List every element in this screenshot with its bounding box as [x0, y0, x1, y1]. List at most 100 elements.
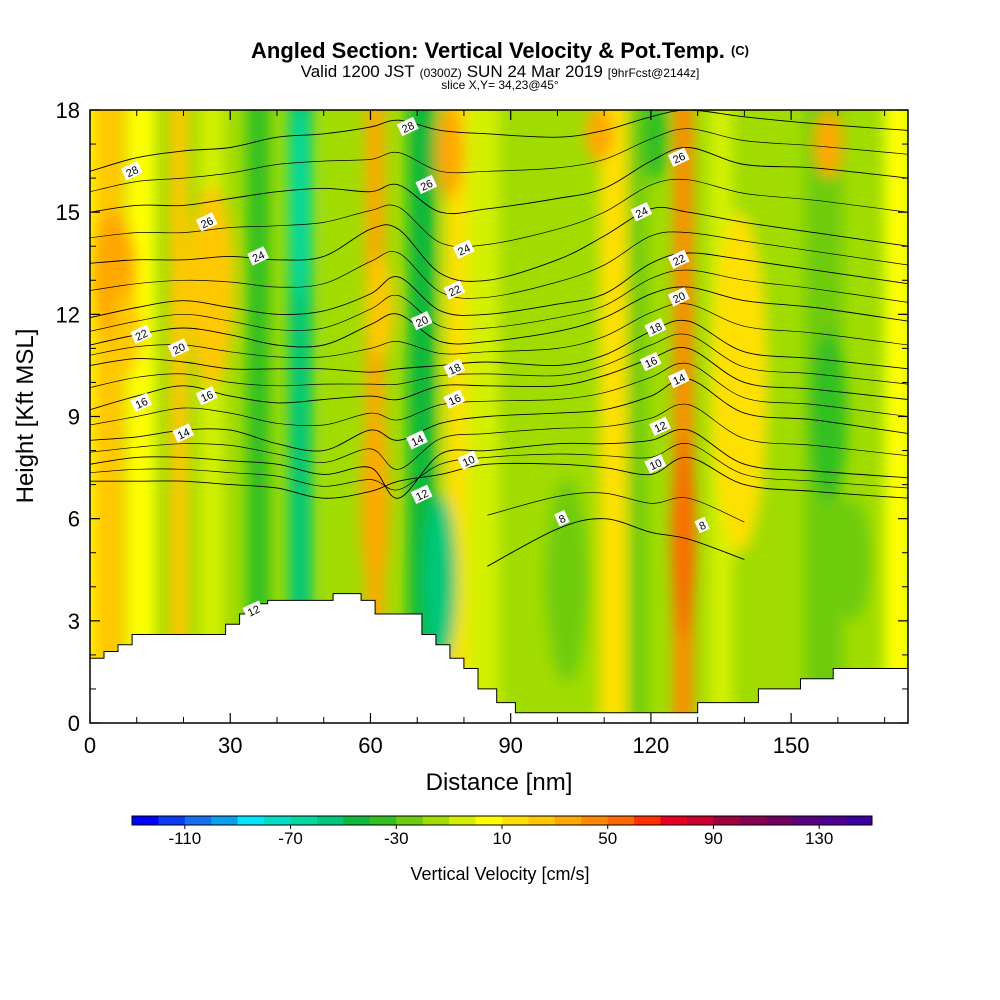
y-tick-label: 9 [68, 405, 80, 430]
isentrope-22 [90, 252, 908, 319]
isentrope-26 [90, 147, 908, 215]
contour-label-bg [247, 246, 269, 266]
contour-label-bg [172, 423, 195, 443]
contour-label-text: 8 [557, 513, 568, 526]
y-tick-label: 3 [68, 609, 80, 634]
contour-label-bg [694, 516, 710, 534]
chart-title: Angled Section: Vertical Velocity & Pot.… [251, 38, 749, 63]
isentrope-minor [90, 303, 908, 359]
contour-label-text: 16 [134, 396, 150, 412]
colorbar-tick-label: 10 [493, 829, 512, 848]
contour-label-text: 10 [461, 454, 477, 470]
x-tick-label: 0 [84, 733, 96, 758]
contour-label-bg [130, 392, 153, 413]
contour-label-bg [195, 212, 218, 232]
velocity-patch-6 [424, 494, 457, 666]
terrain [90, 593, 908, 723]
contour-label-25: 16 [639, 351, 662, 372]
contour-label-text: 20 [671, 290, 687, 306]
contour-label-bg [443, 389, 466, 409]
velocity-column-2 [127, 110, 156, 723]
velocity-column-7 [328, 110, 348, 723]
contour-label-bg [195, 385, 218, 406]
colorbar-swatch-8 [343, 816, 371, 825]
x-tick-label: 30 [218, 733, 242, 758]
contour-label-text: 28 [400, 120, 416, 136]
contour-label-bg [406, 430, 428, 450]
contour-label-text: 14 [671, 372, 687, 388]
colorbar-swatch-25 [792, 816, 820, 825]
contour-label-bg [130, 324, 153, 345]
colorbar-swatch-0 [132, 816, 159, 825]
contour-label-13: 20 [410, 310, 433, 331]
velocity-column-18 [884, 110, 908, 723]
contour-label-bg [443, 358, 466, 379]
velocity-patch-5 [365, 256, 394, 359]
velocity-patch-14 [833, 498, 871, 621]
colorbar-tick-label: 90 [704, 829, 723, 848]
colorbar-swatch-15 [528, 816, 556, 825]
contour-label-bg [667, 368, 690, 389]
contour-label-text: 24 [634, 205, 650, 221]
contour-label-1: 26 [195, 212, 218, 232]
contour-label-bg [630, 202, 653, 222]
colorbar-tick-label: 50 [598, 829, 617, 848]
contour-label-text: 14 [176, 426, 192, 442]
contour-label-bg [415, 174, 438, 195]
contour-label-bg [242, 600, 265, 620]
colorbar-swatch-13 [475, 816, 503, 825]
colorbar-swatch-21 [687, 816, 714, 825]
colorbar-tick-label: -70 [278, 829, 303, 848]
contour-label-bg [452, 239, 475, 259]
contour-label-text: 24 [251, 249, 267, 265]
contour-label-8: 12 [242, 600, 265, 620]
plot-area: 28 26 24 22 20 16 16 14 12 28 26 24 22 20 18 16 14 12 10 8 2… [90, 110, 908, 723]
colorbar-tick-label: -30 [384, 829, 409, 848]
contour-label-text: 26 [671, 151, 687, 167]
slice-label: slice X,Y= 34,23@45° [441, 78, 559, 92]
isentrope-8 [487, 518, 745, 567]
y-tick-label: 18 [56, 98, 80, 123]
velocity-patch-9 [585, 110, 614, 162]
isentrope-10 [90, 456, 908, 499]
contour-label-6: 16 [195, 385, 218, 406]
colorbar-label: Vertical Velocity [cm/s] [410, 864, 589, 884]
contour-label-5: 16 [130, 392, 153, 413]
contour-label-4: 20 [167, 338, 190, 358]
contour-label-text: 20 [414, 314, 430, 330]
contour-label-10: 26 [415, 174, 438, 195]
y-tick-label: 6 [68, 507, 80, 532]
contour-label-text: 28 [124, 164, 140, 180]
contour-label-22: 22 [667, 249, 690, 270]
isentrope-minor [90, 128, 908, 193]
contour-label-bg [457, 450, 480, 471]
contour-label-text: 26 [199, 215, 215, 231]
contour-label-17: 12 [410, 484, 433, 505]
colorbar-swatch-20 [660, 816, 688, 825]
colorbar-swatch-1 [158, 816, 186, 825]
velocity-column-13 [599, 110, 628, 723]
colorbar-swatch-19 [634, 816, 662, 825]
contour-label-24: 18 [644, 317, 667, 338]
contour-label-text: 20 [171, 341, 187, 357]
contour-label-text: 26 [419, 178, 435, 194]
y-tick-label: 0 [68, 711, 80, 736]
contour-label-text: 12 [414, 488, 430, 504]
contour-label-21: 24 [630, 202, 653, 222]
isentrope-minor [90, 443, 908, 491]
velocity-patch-11 [671, 433, 696, 638]
velocity-patch-13 [809, 331, 848, 502]
y-tick-label: 12 [56, 302, 80, 327]
contour-label-text: 16 [643, 355, 659, 371]
isentrope-14 [90, 378, 908, 452]
contour-label-bg [639, 351, 662, 372]
contour-label-29: 8 [694, 516, 710, 534]
isentrope-28 [90, 110, 908, 172]
contour-labels: 28 26 24 22 20 16 16 14 12 28 26 24 22 20 18 16 14 12 10 8 2… [120, 116, 710, 620]
y-axis-label: Height [Kft MSL] [12, 329, 39, 504]
isentrope-minor [487, 492, 745, 523]
contour-label-20: 26 [667, 147, 690, 167]
contour-label-bg [120, 161, 143, 181]
colorbar-swatch-26 [819, 816, 847, 825]
contour-label-text: 16 [447, 392, 463, 408]
